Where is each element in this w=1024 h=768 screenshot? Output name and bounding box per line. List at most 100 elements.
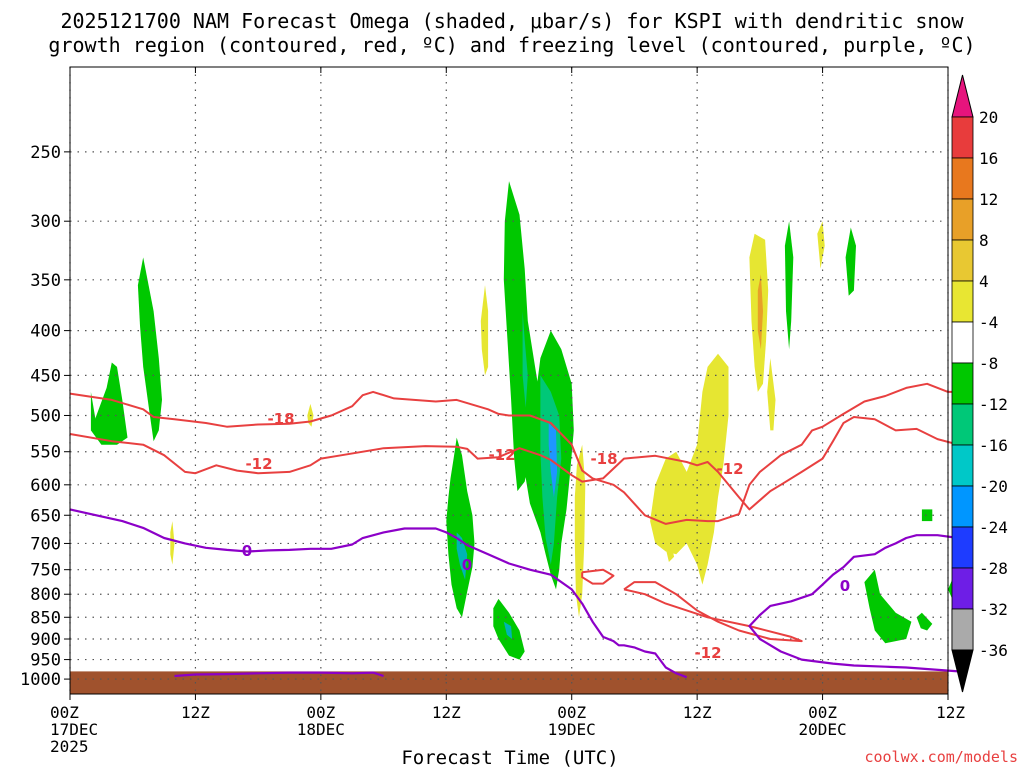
x-tick-label-24-line1: 00Z bbox=[306, 703, 335, 722]
colorbar-band-5 bbox=[951, 321, 974, 364]
x-tick-label-36-line1: 12Z bbox=[432, 703, 461, 722]
colorbar-band-1 bbox=[951, 157, 974, 200]
omega-region-neg12-4 bbox=[456, 532, 468, 580]
colorbar-band-7 bbox=[951, 403, 974, 446]
y-tick-label-500: 500 bbox=[30, 406, 61, 426]
plot-area bbox=[70, 181, 959, 694]
colorbar-label-13: -36 bbox=[979, 641, 1008, 660]
omega-region-pos4-20 bbox=[170, 521, 175, 565]
omega-region-neg12-11 bbox=[503, 621, 513, 639]
colorbar-band-11 bbox=[951, 567, 974, 610]
freezing-level-contour-main bbox=[69, 508, 688, 679]
colorbar-label-9: -20 bbox=[979, 477, 1008, 496]
credit-text: coolwx.com/models bbox=[864, 748, 1018, 766]
omega-region-neg4-3 bbox=[446, 437, 475, 618]
x-tick-label-60-line1: 12Z bbox=[683, 703, 712, 722]
omega-region-neg4-13 bbox=[845, 227, 856, 296]
colorbar-band-2 bbox=[951, 198, 974, 241]
x-tick-label-72-line2: 20DEC bbox=[798, 720, 846, 739]
dgz-label-minus18-left: -18 bbox=[267, 410, 294, 428]
freezing-label-right: 0 bbox=[840, 577, 850, 595]
omega-region-pos4-26 bbox=[817, 221, 825, 269]
colorbar-label-11: -28 bbox=[979, 559, 1008, 578]
omega-region-neg4-15 bbox=[864, 569, 912, 644]
colorbar-band-6 bbox=[951, 362, 974, 405]
y-tick-label-850: 850 bbox=[30, 608, 61, 628]
colorbar-band-4 bbox=[951, 280, 974, 323]
colorbar-label-5: -4 bbox=[979, 313, 998, 332]
x-tick-label-24-line2: 18DEC bbox=[297, 720, 345, 739]
colorbar-label-10: -24 bbox=[979, 518, 1008, 537]
dgz-contour-small-loop bbox=[581, 568, 615, 585]
x-axis-label: Forecast Time (UTC) bbox=[401, 747, 618, 768]
y-tick-label-350: 350 bbox=[30, 271, 61, 291]
terrain-surface bbox=[70, 671, 948, 694]
x-tick-label-48-line1: 00Z bbox=[557, 703, 586, 722]
colorbar-label-12: -32 bbox=[979, 600, 1008, 619]
dgz-label-minus18-right: -18 bbox=[590, 450, 617, 468]
colorbar-top-arrow bbox=[951, 74, 974, 118]
freezing-level-contour-surface bbox=[174, 671, 384, 678]
y-tick-label-950: 950 bbox=[30, 651, 61, 671]
colorbar-label-8: -16 bbox=[979, 436, 1008, 455]
contour-labels: -18 -12 -12 -18 -12 -12 0 0 0 bbox=[242, 410, 850, 662]
omega-region-neg4-12 bbox=[916, 612, 933, 631]
colorbar-band-10 bbox=[951, 526, 974, 569]
grid-lines bbox=[69, 67, 949, 694]
contour-layer bbox=[69, 382, 959, 679]
omega-region-pos4-22 bbox=[650, 353, 729, 585]
colorbar-label-0: 20 bbox=[979, 108, 998, 127]
y-tick-label-700: 700 bbox=[30, 534, 61, 554]
colorbar-band-gray bbox=[951, 608, 974, 651]
colorbar-bottom-arrow bbox=[951, 649, 974, 693]
dgz-contour-minus12-low-cell bbox=[623, 581, 803, 643]
x-tick-label-0-line2: 17DEC bbox=[50, 720, 98, 739]
omega-region-neg4-2 bbox=[137, 257, 162, 442]
omega-region-neg8-6 bbox=[522, 311, 528, 408]
omega-region-neg4-14 bbox=[784, 221, 794, 350]
y-tick-label-900: 900 bbox=[30, 630, 61, 650]
omega-region-pos4-25 bbox=[767, 358, 776, 431]
colorbar-label-7: -12 bbox=[979, 395, 1008, 414]
colorbar-label-2: 12 bbox=[979, 190, 998, 209]
dgz-label-minus12-low: -12 bbox=[694, 644, 721, 662]
freezing-label-mid: 0 bbox=[462, 556, 472, 574]
y-tick-label-800: 800 bbox=[30, 585, 61, 605]
y-tick-label-550: 550 bbox=[30, 443, 61, 463]
x-tick-label-0-line1: 00Z bbox=[50, 703, 79, 722]
chart-title-line-2: growth region (contoured, red, ºC) and f… bbox=[48, 33, 975, 57]
colorbar-band-0 bbox=[951, 116, 974, 159]
omega-region-pos8-24 bbox=[757, 274, 763, 350]
colorbar-label-1: 16 bbox=[979, 149, 998, 168]
omega-region-neg4-0 bbox=[90, 362, 128, 445]
omega-region-neg16-9 bbox=[548, 423, 558, 498]
x-tick-label-0-line3: 2025 bbox=[50, 737, 89, 756]
colorbar-label-6: -8 bbox=[979, 354, 998, 373]
omega-region-pos4-27 bbox=[665, 543, 675, 562]
y-tick-label-300: 300 bbox=[30, 212, 61, 232]
y-tick-label-450: 450 bbox=[30, 366, 61, 386]
freezing-label-left: 0 bbox=[242, 542, 252, 560]
y-tick-label-250: 250 bbox=[30, 143, 61, 163]
omega-region-pos4-18 bbox=[480, 285, 489, 376]
dgz-contour-minus18 bbox=[69, 382, 959, 525]
omega-region-neg4-1 bbox=[90, 391, 97, 431]
x-tick-label-12-line1: 12Z bbox=[181, 703, 210, 722]
y-tick-label-400: 400 bbox=[30, 322, 61, 342]
colorbar: 20 16 12 8 4 -4 -8 -12 -16 -20 -24 -28 -32 -36 bbox=[951, 74, 1008, 693]
colorbar-label-3: 8 bbox=[979, 231, 989, 250]
x-tick-label-72-line1: 00Z bbox=[808, 703, 837, 722]
x-tick-label-48-line2: 19DEC bbox=[548, 720, 596, 739]
dgz-label-minus12-right: -12 bbox=[716, 460, 743, 478]
y-tick-label-750: 750 bbox=[30, 561, 61, 581]
colorbar-label-4: 4 bbox=[979, 272, 989, 291]
dgz-label-minus12-mid: -12 bbox=[488, 446, 515, 464]
dgz-contour-minus12 bbox=[69, 416, 959, 511]
chart-title-line-1: 2025121700 NAM Forecast Omega (shaded, μ… bbox=[60, 9, 964, 33]
freezing-level-contour-right bbox=[748, 534, 959, 673]
x-tick-label-84-line1: 12Z bbox=[936, 703, 965, 722]
colorbar-band-3 bbox=[951, 239, 974, 282]
plot-frame bbox=[69, 66, 949, 695]
